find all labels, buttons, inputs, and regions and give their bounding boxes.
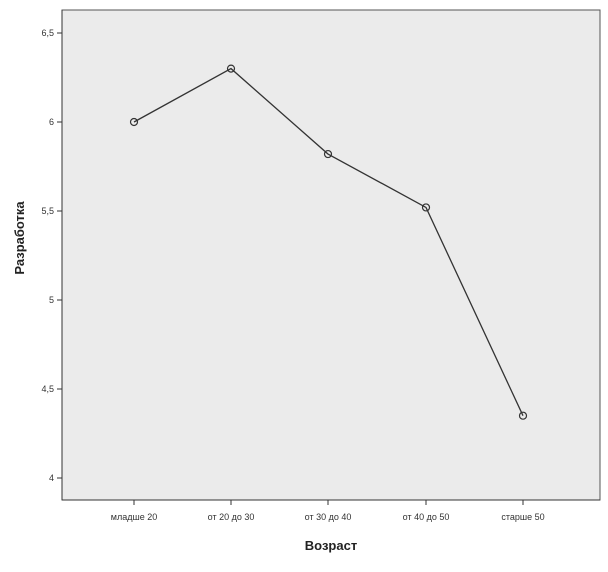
y-tick-label: 4,5 (41, 384, 54, 394)
y-tick-label: 6,5 (41, 28, 54, 38)
plot-area (61, 9, 601, 501)
x-tick-label: от 20 до 30 (208, 512, 255, 522)
data-point (226, 64, 236, 73)
y-tick-label: 5,5 (41, 206, 54, 216)
y-tick-label: 6 (49, 117, 54, 127)
x-axis-title: Возраст (305, 538, 357, 553)
series-line (133, 67, 524, 416)
y-ticks: 4 4,5 5 5,5 6 6,5 (41, 28, 62, 483)
x-tick-label: старше 50 (501, 512, 544, 522)
x-tick-label: от 40 до 50 (403, 512, 450, 522)
data-point (323, 149, 333, 159)
data-point (129, 117, 139, 127)
x-ticks: младше 20 от 20 до 30 от 30 до 40 от 40 до … (111, 500, 545, 522)
data-point (421, 203, 431, 212)
y-tick-label: 4 (49, 473, 54, 483)
series-group (129, 64, 528, 420)
x-tick-label: младше 20 (111, 512, 157, 522)
y-tick-label: 5 (49, 295, 54, 305)
data-point (518, 411, 528, 420)
x-tick-label: от 30 до 40 (305, 512, 352, 522)
y-axis-title: Разработка (12, 201, 27, 275)
